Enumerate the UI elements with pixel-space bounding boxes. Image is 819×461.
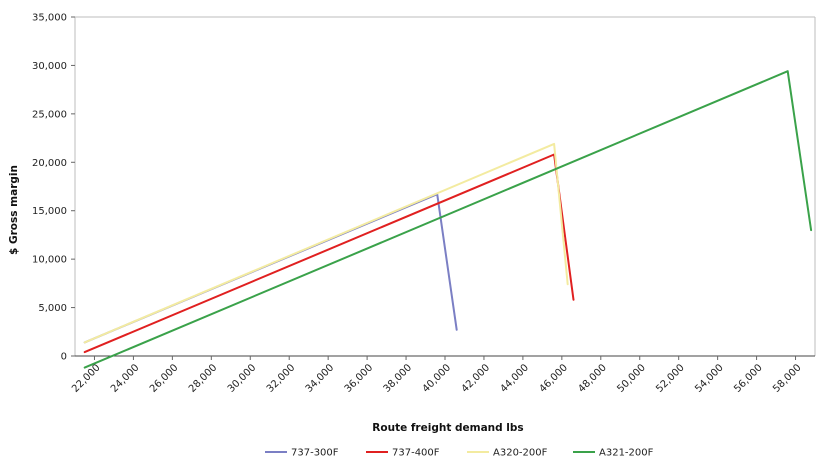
legend-label: A321-200F [599,448,654,459]
plot-area [74,16,816,357]
y-tick-label: 30,000 [32,61,67,72]
x-tick-label: 38,000 [382,362,415,395]
legend: 737-300F 737-400F A320-200F A321-200F [265,448,654,459]
x-tick-label: 48,000 [576,362,609,395]
y-tick-label: 0 [61,352,67,363]
legend-label: A320-200F [493,448,548,459]
y-tick-label: 5,000 [38,303,67,314]
x-tick-label: 54,000 [693,362,726,395]
series-line-737-400f [83,153,575,354]
x-tick-label: 30,000 [226,362,259,395]
x-tick-label: 26,000 [148,362,181,395]
legend-label: 737-300F [291,448,339,459]
y-axis-ticks: 0 5,000 10,000 15,000 20,000 25,000 30,000 35,0… [32,13,75,363]
y-axis-title: $ Gross margin [8,165,20,255]
x-tick-label: 44,000 [498,362,531,395]
series-line-a320-200f [83,142,569,344]
y-tick-label: 15,000 [32,206,67,217]
x-tick-label: 34,000 [304,362,337,395]
x-tick-label: 36,000 [343,362,376,395]
y-tick-label: 10,000 [32,255,67,266]
x-tick-label: 28,000 [187,362,220,395]
x-tick-label: 50,000 [615,362,648,395]
legend-label: 737-400F [392,448,440,459]
y-tick-label: 20,000 [32,158,67,169]
x-tick-label: 56,000 [732,362,765,395]
series-lines [83,70,813,369]
x-tick-label: 24,000 [109,362,142,395]
series-line-a321-200f [83,70,813,369]
x-axis-title: Route freight demand lbs [372,422,523,434]
y-tick-label: 35,000 [32,13,67,24]
x-tick-label: 52,000 [654,362,687,395]
x-axis-ticks: 22,000 24,000 26,000 28,000 30,000 32,000 34,0… [70,356,804,395]
x-tick-label: 42,000 [460,362,493,395]
x-tick-label: 40,000 [421,362,454,395]
x-tick-label: 58,000 [771,362,804,395]
x-tick-label: 46,000 [537,362,570,395]
y-tick-label: 25,000 [32,109,67,120]
series-line-737-300f [83,193,458,344]
x-tick-label: 32,000 [265,362,298,395]
